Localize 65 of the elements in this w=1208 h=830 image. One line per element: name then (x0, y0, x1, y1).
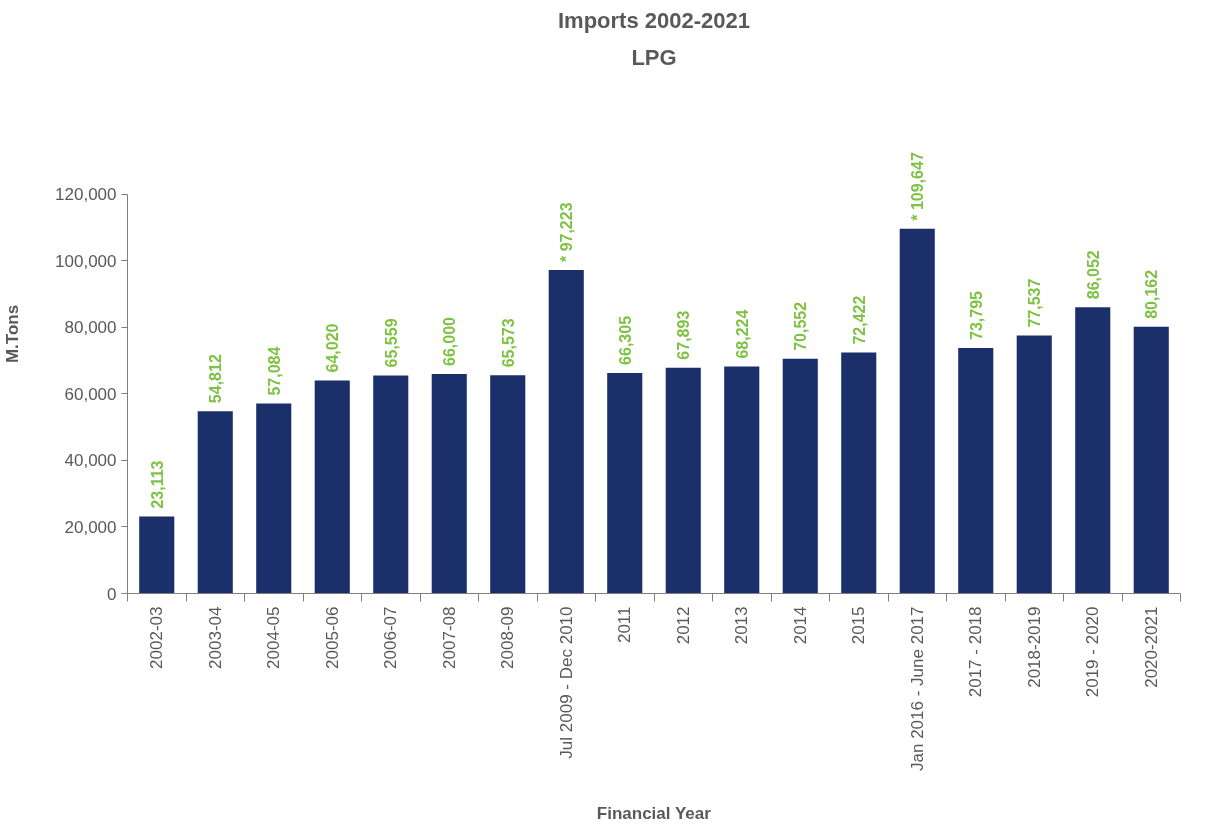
x-tick-label: 2014 (790, 606, 810, 645)
data-label: 23,113 (148, 460, 166, 509)
bar (1016, 335, 1052, 594)
bar (431, 373, 467, 594)
data-label: 73,795 (967, 290, 985, 340)
bar (665, 367, 701, 594)
data-label: 68,224 (733, 309, 751, 359)
y-tick-label: 0 (107, 584, 117, 604)
x-tick-label: 2013 (732, 606, 752, 645)
bar (782, 358, 818, 594)
data-label: 66,305 (616, 315, 634, 365)
y-tick-label: 100,000 (55, 251, 117, 271)
data-label: 57,084 (265, 346, 283, 396)
y-tick-label: 80,000 (64, 318, 117, 338)
bar (373, 375, 409, 594)
bar (490, 375, 526, 594)
bar (314, 380, 350, 594)
x-tick-label: 2002-03 (147, 606, 167, 669)
x-tick-label: 2012 (673, 606, 693, 645)
bar (899, 228, 935, 594)
y-tick-label: 60,000 (64, 384, 117, 404)
x-tick-label: 2005-06 (322, 606, 342, 669)
chart-title: Imports 2002-2021 (558, 7, 750, 33)
data-label: 54,812 (207, 354, 225, 404)
bar (724, 366, 760, 594)
data-label: 70,552 (792, 301, 810, 351)
x-tick-label: 2007-08 (439, 606, 459, 669)
x-tick-label: 2008-09 (498, 606, 518, 669)
data-label: 64,020 (324, 323, 342, 373)
data-label: * 109,647 (908, 152, 926, 221)
x-axis-title: Financial Year (596, 803, 712, 823)
bar (548, 270, 584, 594)
x-tick-label: 2003-04 (205, 606, 225, 669)
data-label: * 97,223 (557, 202, 575, 263)
bar (1133, 326, 1169, 594)
bar (841, 352, 877, 594)
y-tick-label: 120,000 (55, 185, 117, 205)
bar (958, 347, 994, 594)
x-tick-label: 2011 (615, 606, 635, 644)
bar (139, 516, 175, 594)
data-label: 77,537 (1026, 278, 1044, 328)
data-label: 65,573 (499, 318, 517, 368)
x-tick-label: 2018-2019 (1024, 606, 1044, 688)
data-label: 86,052 (1084, 250, 1102, 300)
data-label: 80,162 (1143, 269, 1161, 319)
x-tick-label: 2015 (849, 606, 869, 645)
bar (256, 403, 292, 594)
x-tick-label: 2019 - 2020 (1083, 606, 1103, 698)
data-label: 66,000 (441, 316, 459, 366)
data-label: 65,559 (382, 318, 400, 368)
bar (607, 372, 643, 594)
y-tick-label: 20,000 (64, 517, 117, 537)
y-axis-title: M.Tons (3, 304, 23, 364)
chart-subtitle: LPG (631, 44, 677, 70)
data-label: 67,893 (675, 310, 693, 360)
x-tick-label: 2006-07 (381, 606, 401, 669)
bar (1075, 307, 1111, 594)
x-tick-label: 2004-05 (264, 606, 284, 669)
x-tick-label: Jan 2016 - June 2017 (907, 606, 927, 771)
y-tick-label: 40,000 (64, 451, 117, 471)
data-label: 72,422 (850, 295, 868, 345)
bar (197, 411, 233, 594)
x-tick-label: 2017 - 2018 (966, 606, 986, 698)
x-tick-label: 2020-2021 (1141, 606, 1161, 688)
x-tick-label: Jul 2009 - Dec 2010 (556, 606, 576, 759)
